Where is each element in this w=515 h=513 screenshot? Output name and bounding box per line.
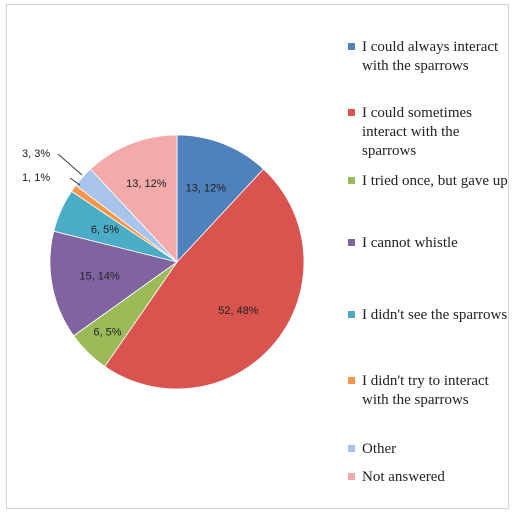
legend-swatch	[348, 43, 355, 50]
pie-slice	[49, 230, 178, 337]
data-labels: 13, 12% 52, 48% 6, 5% 15, 14% 6, 5% 1, 1% 3, 3…	[22, 148, 259, 339]
pie-slices	[49, 134, 305, 390]
pie-slice	[89, 134, 178, 264]
legend-label: I didn't try to interact with the sparro…	[362, 373, 489, 408]
legend-label: Not answered	[362, 469, 445, 485]
legend-swatch	[348, 239, 355, 246]
legend-swatch	[348, 311, 355, 318]
legend-label: I cannot whistle	[362, 235, 458, 251]
slice-data-label: 6, 5%	[91, 224, 119, 236]
legend-swatch	[348, 445, 355, 452]
slice-data-label: 13, 12%	[126, 178, 167, 190]
chart-legend: I could always interact with the sparrow…	[348, 38, 510, 508]
slice-data-label: 15, 14%	[79, 271, 120, 283]
slice-data-label: 3, 3%	[22, 148, 50, 160]
legend-label: I could always interact with the sparrow…	[362, 39, 499, 74]
legend-swatch	[348, 109, 355, 116]
pie-slice	[104, 168, 305, 390]
legend-label: Other	[362, 441, 397, 457]
legend-swatch	[348, 473, 355, 480]
legend-label: I tried once, but gave up	[362, 173, 508, 189]
leader-line	[57, 153, 83, 176]
legend-swatch	[348, 377, 355, 384]
leader-line	[69, 177, 81, 186]
slice-data-label: 6, 5%	[93, 326, 121, 338]
pie-slice	[176, 134, 265, 264]
legend-label: I could sometimes interact with the spar…	[362, 105, 472, 159]
legend-label: I didn't see the sparrows	[362, 307, 508, 323]
slice-data-label: 1, 1%	[22, 172, 50, 184]
slice-data-label: 13, 12%	[186, 183, 227, 195]
slice-data-label: 52, 48%	[218, 305, 259, 317]
legend-swatch	[348, 177, 355, 184]
